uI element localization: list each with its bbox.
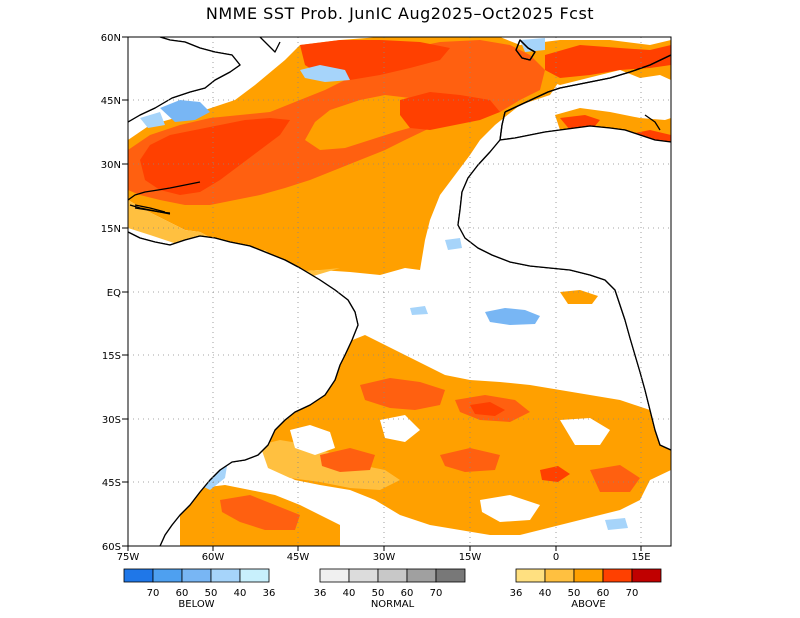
- lat-labels: 60N 45N 30N 15N EQ 15S 30S 45S 60S: [101, 33, 121, 553]
- south-above-60b: [540, 466, 570, 482]
- legend-normal: 36 40 50 60 70 NORMAL: [314, 568, 466, 610]
- europe-above-60: [545, 45, 671, 78]
- legend-above-tick-label: 40: [539, 588, 552, 599]
- lon-label: 60W: [202, 552, 225, 563]
- lat-label: 15N: [101, 224, 121, 235]
- lat-label: 60N: [101, 33, 121, 44]
- central-atlantic-above-40: [305, 95, 430, 150]
- legend-above-label: ABOVE: [571, 599, 605, 610]
- gulf-guinea-above-36: [560, 290, 598, 304]
- legend-normal-label: NORMAL: [371, 599, 415, 610]
- legend-below-tick-label: 36: [263, 588, 276, 599]
- lon-label: 15W: [459, 552, 482, 563]
- below-far-south: [605, 518, 628, 530]
- lat-label: 45N: [101, 96, 121, 107]
- legend-above-tick-label: 36: [510, 588, 523, 599]
- lat-label: 45S: [102, 478, 121, 489]
- gulf-stream-above-60: [140, 118, 290, 195]
- map-title: NMME SST Prob. JunIC Aug2025–Oct2025 Fcs…: [205, 4, 595, 23]
- legend-below-swatch: [239, 568, 270, 583]
- legend-normal-swatch: [319, 568, 350, 583]
- south-gap-3: [560, 418, 610, 445]
- legend-above-swatch: [602, 568, 633, 583]
- legend-above-tick-label: 70: [626, 588, 639, 599]
- legend-above-swatch: [544, 568, 575, 583]
- below-equator: [485, 308, 540, 325]
- legend-above-swatch: [631, 568, 662, 583]
- lon-label: 45W: [287, 552, 310, 563]
- south-above-50e: [590, 465, 640, 492]
- axis-ticks: [122, 36, 642, 551]
- legend-normal-swatch: [406, 568, 437, 583]
- legend-below-swatch: [123, 568, 154, 583]
- south-gap-1: [290, 425, 335, 455]
- legend-above-swatch: [515, 568, 546, 583]
- legend-below-swatch: [152, 568, 183, 583]
- lat-label: 15S: [102, 351, 121, 362]
- probability-field: [128, 37, 671, 546]
- south-gap-4: [380, 415, 420, 442]
- below-north-3: [520, 38, 545, 52]
- coastlines-top: [128, 37, 671, 546]
- lon-label: 0: [553, 552, 559, 563]
- legend-below-tick-label: 60: [176, 588, 189, 599]
- legend-below-tick-label: 40: [234, 588, 247, 599]
- legend-below: 70 60 50 40 36 BELOW: [123, 568, 276, 610]
- north-atlantic-above-36: [128, 200, 340, 280]
- gridlines: [128, 37, 671, 546]
- below-west-africa: [445, 238, 462, 250]
- legend-above-tick-label: 50: [568, 588, 581, 599]
- lat-label: 60S: [102, 542, 121, 553]
- legend-below-swatch: [210, 568, 241, 583]
- south-gap-2: [480, 495, 540, 522]
- legend-below-tick-label: 50: [205, 588, 218, 599]
- below-equator-2: [410, 306, 428, 315]
- legend-above-swatch: [573, 568, 604, 583]
- land: [128, 37, 671, 546]
- lon-label: 75W: [117, 552, 140, 563]
- legend-below-label: BELOW: [178, 599, 214, 610]
- below-north-1: [140, 112, 165, 128]
- south-above-50c: [320, 448, 375, 472]
- legend-normal-tick-label: 60: [401, 588, 414, 599]
- south-above-50f: [220, 495, 300, 530]
- legend-normal-swatch: [348, 568, 379, 583]
- lon-label: 15E: [631, 552, 650, 563]
- south-above-60a: [470, 402, 505, 416]
- lat-label: EQ: [107, 288, 121, 299]
- legend-normal-swatch: [377, 568, 408, 583]
- lon-labels: 75W 60W 45W 30W 15W 0 15E: [117, 552, 651, 563]
- south-above-50d: [440, 448, 500, 472]
- legend-below-tick-label: 70: [147, 588, 160, 599]
- north-atlantic-above-60b: [400, 92, 500, 130]
- legend-normal-swatch: [435, 568, 466, 583]
- legend-below-swatch: [181, 568, 212, 583]
- below-north-2: [300, 65, 350, 82]
- lat-label: 30N: [101, 160, 121, 171]
- lat-label: 30S: [102, 415, 121, 426]
- below-nova-scotia: [160, 100, 210, 122]
- legend-above-tick-label: 60: [597, 588, 610, 599]
- legend-normal-tick-label: 50: [372, 588, 385, 599]
- legend-normal-tick-label: 40: [343, 588, 356, 599]
- south-above-50a: [360, 378, 445, 410]
- legend-above: 36 40 50 60 70 ABOVE: [510, 568, 662, 610]
- lon-label: 30W: [373, 552, 396, 563]
- legend-normal-tick-label: 36: [314, 588, 327, 599]
- legend-normal-tick-label: 70: [430, 588, 443, 599]
